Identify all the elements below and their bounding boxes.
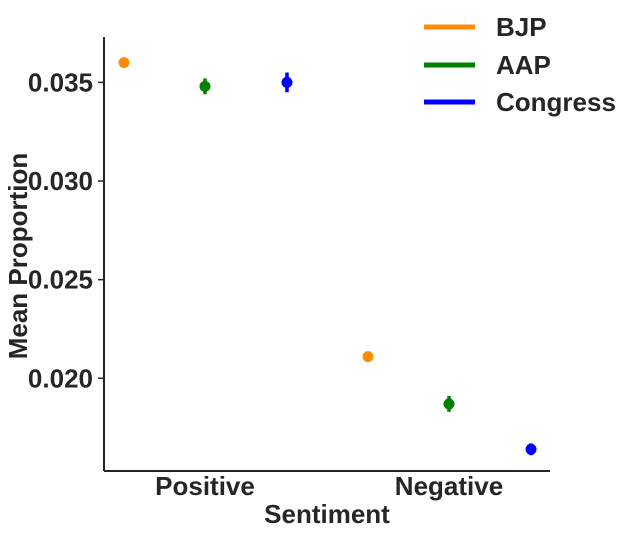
data-points — [118, 57, 537, 456]
y-tick-label: 0.020 — [28, 363, 93, 393]
data-point-aap — [443, 398, 455, 410]
x-axis-title: Sentiment — [264, 499, 390, 529]
x-tick-label: Negative — [395, 471, 503, 501]
y-tick-label: 0.030 — [28, 166, 93, 196]
y-axis-title: Mean Proportion — [3, 153, 33, 360]
y-tick-label: 0.025 — [28, 265, 93, 295]
legend-label: BJP — [496, 12, 547, 42]
y-ticks: 0.020 0.025 0.030 0.035 — [28, 67, 104, 393]
data-point-congress — [281, 76, 293, 88]
legend-label: AAP — [496, 50, 551, 80]
legend-label: Congress — [496, 87, 616, 117]
x-ticks: Positive Negative — [155, 471, 503, 501]
data-point-bjp — [118, 57, 130, 69]
data-point-bjp — [362, 351, 374, 363]
y-tick-label: 0.035 — [28, 67, 93, 97]
plot-area: 0.020 0.025 0.030 0.035 Positive Negative — [28, 37, 550, 501]
legend: BJP AAP Congress — [424, 12, 616, 117]
x-tick-label: Positive — [155, 471, 255, 501]
data-point-aap — [199, 80, 211, 92]
data-point-congress — [525, 443, 537, 455]
